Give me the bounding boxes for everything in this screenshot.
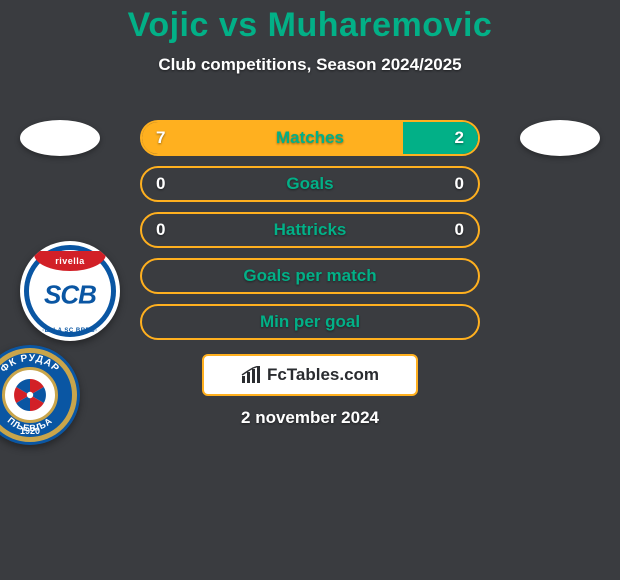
stat-label: Hattricks xyxy=(274,220,347,240)
page-title: Vojic vs Muharemovic xyxy=(0,6,620,45)
badge-left-monogram: SCB xyxy=(44,280,96,311)
stat-value-left: 0 xyxy=(156,174,165,194)
attribution-text: FcTables.com xyxy=(267,365,379,385)
stat-value-left: 0 xyxy=(156,220,165,240)
badge-right-pinwheel xyxy=(10,375,50,415)
stat-bars: 7 2 Matches 0 0 Goals 0 0 Hattricks Goals per mat… xyxy=(140,120,480,340)
subtitle: Club competitions, Season 2024/2025 xyxy=(0,55,620,75)
comparison-infographic: Vojic vs Muharemovic Club competitions, … xyxy=(0,0,620,580)
stat-label: Min per goal xyxy=(260,312,360,332)
stat-value-right: 0 xyxy=(455,174,464,194)
stat-bar-fill-right xyxy=(403,122,478,154)
stat-label: Matches xyxy=(276,128,344,148)
attribution-badge: FcTables.com xyxy=(202,354,418,396)
stat-label: Goals xyxy=(286,174,333,194)
badge-left-ring-text: ·ELLA SC BREG· xyxy=(20,328,120,334)
player-2-name: Muharemovic xyxy=(268,6,493,44)
stat-value-right: 0 xyxy=(455,220,464,240)
stat-bar: Goals per match xyxy=(140,258,480,294)
stat-bar: 0 0 Goals xyxy=(140,166,480,202)
team-left-badge: rivella SCB ·ELLA SC BREG· xyxy=(20,241,120,341)
stat-bar-fill-left xyxy=(142,122,403,154)
stat-label: Goals per match xyxy=(243,266,376,286)
stat-value-left: 7 xyxy=(156,128,165,148)
stat-bar: Min per goal xyxy=(140,304,480,340)
player-1-name: Vojic xyxy=(128,6,209,44)
team-left-flag xyxy=(20,120,100,156)
team-right-flag xyxy=(520,120,600,156)
title-vs: vs xyxy=(219,6,258,44)
badge-left-ribbon-text: rivella xyxy=(55,256,85,266)
stat-bar: 7 2 Matches xyxy=(140,120,480,156)
stat-bar: 0 0 Hattricks xyxy=(140,212,480,248)
team-right-badge: ФК РУДАР ПЉЕВЉА 1920 xyxy=(0,345,80,445)
stat-value-right: 2 xyxy=(455,128,464,148)
chart-icon xyxy=(241,366,261,384)
update-date: 2 november 2024 xyxy=(241,408,379,428)
badge-right-year: 1920 xyxy=(0,426,80,436)
